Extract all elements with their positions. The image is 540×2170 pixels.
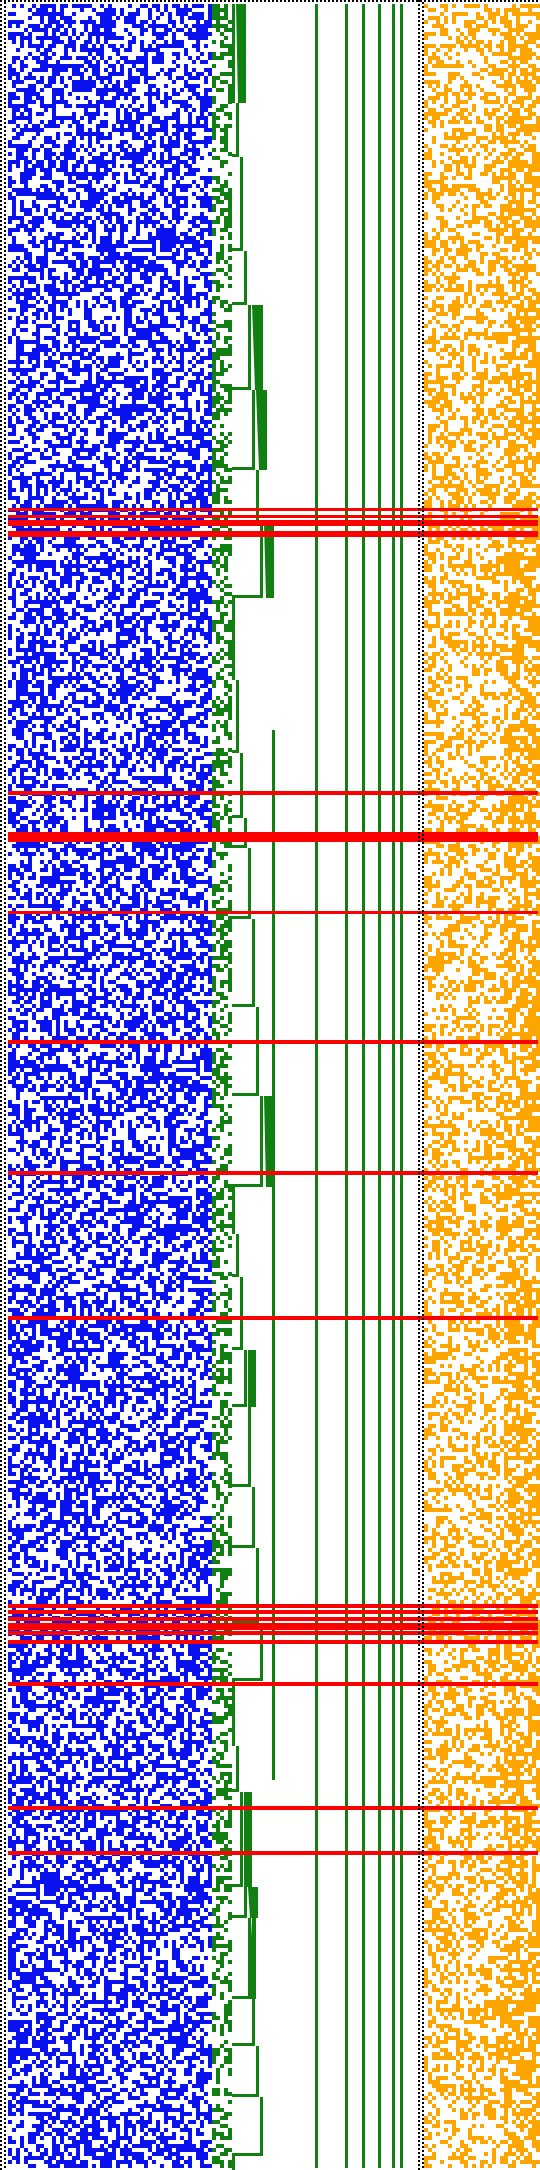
red-line-11 [8, 1316, 538, 1320]
red-line-16 [8, 1631, 538, 1635]
green-vertical-line-5 [392, 4, 395, 2168]
red-line-6 [8, 832, 538, 839]
red-line-1 [8, 508, 538, 511]
green-vertical-line-6 [400, 4, 403, 2168]
red-line-21 [8, 520, 538, 523]
red-line-5 [8, 791, 538, 795]
red-line-2 [8, 515, 538, 518]
red-line-18 [8, 1682, 538, 1686]
green-vertical-line-4 [378, 4, 381, 2168]
green-vertical-lines [272, 4, 403, 2168]
red-line-14 [8, 1617, 538, 1621]
red-horizontal-lines [8, 508, 538, 1855]
red-line-9 [8, 1040, 538, 1044]
red-line-20 [8, 1851, 538, 1855]
red-line-22 [8, 1627, 538, 1630]
orange-cells [424, 4, 540, 2168]
green-vertical-line-3 [362, 4, 365, 2168]
green-vertical-line-1 [315, 4, 318, 2168]
green-vertical-line-extra [272, 730, 275, 1780]
orange-cell-region [424, 4, 540, 2168]
red-line-3 [8, 523, 538, 526]
red-line-10 [8, 1171, 538, 1175]
red-line-12 [8, 1604, 538, 1608]
red-line-7 [8, 838, 538, 842]
green-vertical-line-2 [345, 4, 348, 2168]
red-line-13 [8, 1610, 538, 1614]
red-line-8 [8, 911, 538, 914]
red-line-17 [8, 1640, 538, 1644]
red-line-15 [8, 1623, 538, 1627]
red-line-19 [8, 1806, 538, 1810]
red-line-4 [8, 531, 538, 537]
